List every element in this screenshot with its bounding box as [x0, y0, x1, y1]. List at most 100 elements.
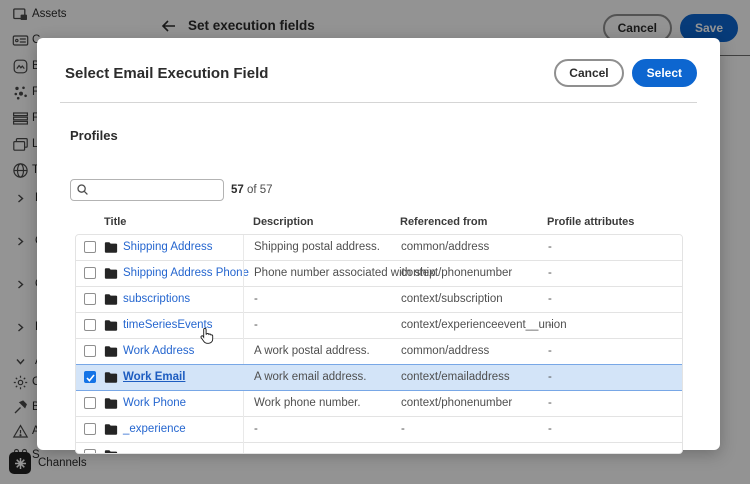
row-title-link[interactable]: Work Address — [123, 345, 195, 357]
row-description: A work email address. — [254, 371, 367, 383]
badge-icon — [11, 57, 29, 75]
folder-icon — [104, 449, 118, 453]
table-body: Shipping Address Shipping postal address… — [75, 234, 683, 454]
profiles-section-label: Profiles — [70, 128, 118, 143]
row-description: A work postal address. — [254, 345, 370, 357]
dialog-select-button[interactable]: Select — [631, 59, 697, 87]
back-arrow-icon[interactable] — [160, 17, 178, 35]
table-row[interactable]: timeSeriesEvents - context/experienceeve… — [76, 313, 682, 339]
channels-app-icon — [9, 452, 31, 474]
row-profile-attributes: - — [548, 423, 552, 435]
column-header-description: Description — [253, 216, 314, 228]
table-row[interactable]: Shipping Address Phone Phone number asso… — [76, 261, 682, 287]
table-row-selected[interactable]: Work Email A work email address. context… — [76, 364, 682, 391]
folder-icon — [104, 241, 118, 253]
column-header-title: Title — [104, 216, 127, 228]
channels-label: Channels — [38, 457, 87, 469]
sidebar-item-b2[interactable]: B — [0, 397, 40, 417]
row-checkbox[interactable] — [84, 423, 96, 435]
row-referenced-from: common/address — [401, 241, 490, 253]
search-input[interactable] — [95, 180, 221, 202]
dialog-title: Select Email Execution Field — [65, 64, 269, 82]
row-checkbox-checked[interactable] — [84, 371, 96, 383]
row-profile-attributes: - — [548, 397, 552, 409]
hammer-icon — [11, 398, 29, 416]
row-profile-attributes: - — [548, 267, 552, 279]
profiles-table: Title Description Referenced from Profil… — [75, 213, 683, 454]
chevron-right-icon — [15, 189, 25, 207]
row-referenced-from: context/experienceevent__union — [401, 319, 567, 331]
row-referenced-from: - — [401, 423, 405, 435]
table-row[interactable]: Work Address A work postal address. comm… — [76, 339, 682, 365]
table-row[interactable]: Shipping Address Shipping postal address… — [76, 235, 682, 261]
page-title: Set execution fields — [188, 18, 315, 33]
row-description: - — [254, 293, 258, 305]
row-checkbox[interactable] — [84, 319, 96, 331]
row-checkbox[interactable] — [84, 241, 96, 253]
channels-breadcrumb[interactable]: Channels — [9, 452, 87, 474]
row-checkbox[interactable] — [84, 397, 96, 409]
chevron-right-icon — [15, 275, 25, 293]
assets-icon — [11, 5, 29, 23]
row-description: Work phone number. — [254, 397, 361, 409]
table-header-row: Title Description Referenced from Profil… — [75, 213, 683, 234]
row-referenced-from: common/address — [401, 345, 490, 357]
sidebar-item-c1[interactable]: C — [0, 30, 40, 50]
row-profile-attributes: - — [548, 345, 552, 357]
result-count: 57 of 57 — [231, 184, 273, 196]
column-header-referenced-from: Referenced from — [400, 216, 488, 228]
row-profile-attributes: - — [548, 319, 552, 331]
chevron-right-icon — [15, 232, 25, 250]
column-divider — [243, 235, 244, 453]
row-title-link[interactable]: subscriptions — [123, 293, 191, 305]
folder-icon — [104, 423, 118, 435]
dialog-cancel-button[interactable]: Cancel — [554, 59, 624, 87]
row-referenced-from: context/emailaddress — [401, 371, 510, 383]
chevron-right-icon — [15, 318, 25, 336]
row-title-link[interactable]: _experience — [123, 423, 186, 435]
table-row-partial[interactable] — [76, 443, 682, 453]
folder-icon — [104, 267, 118, 279]
row-referenced-from: context/phonenumber — [401, 267, 513, 279]
row-description: Shipping postal address. — [254, 241, 380, 253]
row-title-link[interactable]: Shipping Address — [123, 241, 213, 253]
row-checkbox[interactable] — [84, 267, 96, 279]
row-description: - — [254, 319, 258, 331]
sidebar-item-f2[interactable]: F — [0, 108, 39, 128]
sidebar-item-t1[interactable]: T — [0, 160, 39, 180]
row-profile-attributes: - — [548, 371, 552, 383]
sidebar-item-b1[interactable]: B — [0, 56, 40, 76]
rows-icon — [11, 109, 29, 127]
row-description: Phone number associated with ship — [254, 267, 436, 279]
layers-icon — [11, 135, 29, 153]
sidebar-item-assets[interactable]: Assets — [0, 4, 67, 24]
select-email-execution-field-dialog: Select Email Execution Field Cancel Sele… — [37, 38, 720, 454]
row-title-link[interactable]: timeSeriesEvents — [123, 319, 213, 331]
sidebar-item-config[interactable]: C — [0, 372, 40, 392]
row-profile-attributes: - — [548, 293, 552, 305]
folder-icon — [104, 371, 118, 383]
sidebar-item-f1[interactable]: F — [0, 82, 39, 102]
warning-icon — [11, 422, 29, 440]
globe-icon — [11, 161, 29, 179]
chevron-down-icon — [15, 352, 25, 370]
row-title-link[interactable]: Shipping Address Phone — [123, 267, 249, 279]
table-row[interactable]: Work Phone Work phone number. context/ph… — [76, 391, 682, 417]
sidebar-item-alerts[interactable]: A — [0, 421, 40, 441]
row-checkbox[interactable] — [84, 293, 96, 305]
search-box[interactable] — [70, 179, 224, 202]
dialog-header: Select Email Execution Field Cancel Sele… — [37, 38, 720, 87]
row-title-link[interactable]: Work Email — [123, 371, 186, 383]
row-title-link[interactable]: Work Phone — [123, 397, 187, 409]
sidebar-label: Assets — [32, 8, 67, 20]
table-row[interactable]: subscriptions - context/subscription - — [76, 287, 682, 313]
sidebar-item-l1[interactable]: L — [0, 134, 38, 154]
dialog-divider — [60, 102, 697, 103]
table-row[interactable]: _experience - - - — [76, 417, 682, 443]
row-checkbox[interactable] — [84, 449, 96, 453]
folder-icon — [104, 345, 118, 357]
row-profile-attributes: - — [548, 241, 552, 253]
search-icon — [77, 184, 88, 195]
row-checkbox[interactable] — [84, 345, 96, 357]
